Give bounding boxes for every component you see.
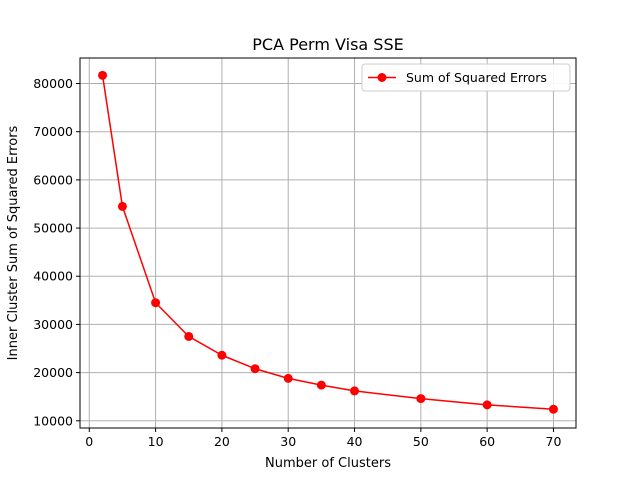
y-axis-label: Inner Cluster Sum of Squared Errors: [6, 125, 21, 360]
y-tick-label: 20000: [33, 365, 73, 380]
y-tick-label: 60000: [33, 172, 73, 187]
x-tick-label: 30: [280, 434, 296, 449]
x-axis-label: Number of Clusters: [265, 456, 391, 471]
x-tick-label: 20: [214, 434, 230, 449]
legend-label: Sum of Squared Errors: [406, 70, 547, 85]
data-point: [316, 380, 326, 390]
data-point: [151, 298, 161, 308]
y-tick-label: 10000: [33, 413, 73, 428]
x-tick-label: 40: [347, 434, 363, 449]
data-point: [350, 386, 360, 396]
y-tick-label: 80000: [33, 76, 73, 91]
grid-lines: [80, 58, 576, 428]
data-point: [217, 350, 227, 360]
y-tick-label: 70000: [33, 124, 73, 139]
data-point: [184, 331, 194, 341]
x-tick-label: 70: [546, 434, 562, 449]
data-point: [98, 70, 108, 80]
series-line: [101, 75, 554, 410]
y-tick-label: 40000: [33, 269, 73, 284]
legend: Sum of Squared Errors: [361, 63, 571, 92]
data-point: [548, 404, 558, 414]
legend-box: [361, 63, 571, 92]
data-point: [482, 400, 492, 410]
y-tick-label: 30000: [33, 317, 73, 332]
chart-title: PCA Perm Visa SSE: [252, 35, 403, 54]
x-tick-label: 50: [413, 434, 429, 449]
legend-point-marker: [377, 73, 387, 82]
x-tick-label: 0: [85, 434, 93, 449]
data-point: [283, 373, 293, 383]
data-point: [117, 201, 127, 211]
axis-ticks: 0 10 20 30 40 50 60 70 10000 20000 30000 40000 50000…: [33, 76, 561, 449]
plot-frame: [79, 57, 577, 429]
series-layer: [98, 70, 558, 414]
x-tick-label: 10: [148, 434, 164, 449]
data-point: [250, 364, 260, 374]
data-point: [416, 394, 426, 404]
y-tick-label: 50000: [33, 221, 73, 236]
x-tick-label: 60: [479, 434, 495, 449]
